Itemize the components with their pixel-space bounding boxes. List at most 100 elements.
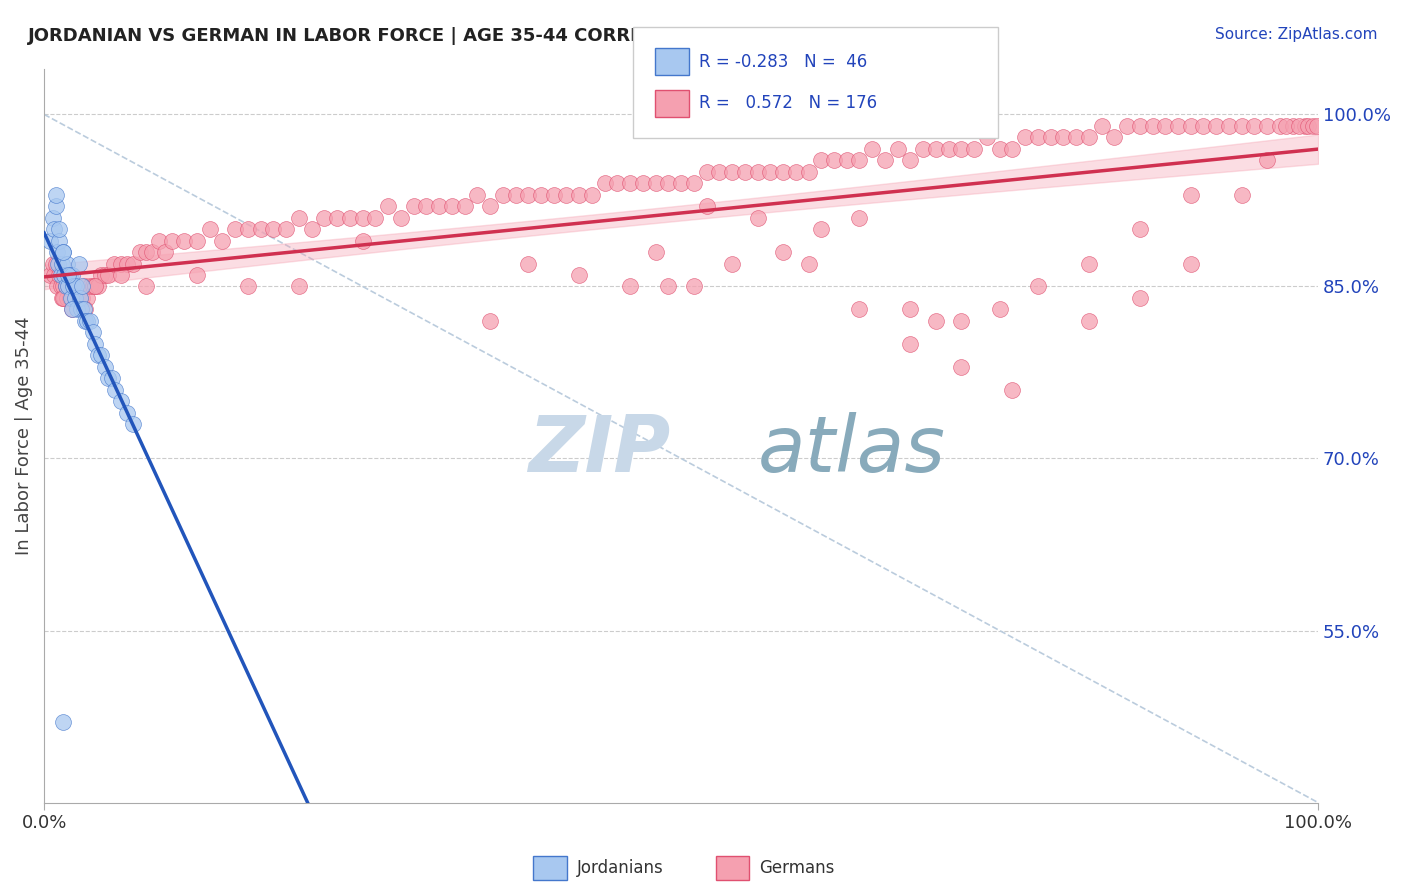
Point bbox=[51, 291, 73, 305]
Point bbox=[1275, 119, 1298, 133]
Point bbox=[104, 383, 127, 397]
Point bbox=[1001, 142, 1024, 156]
Point bbox=[236, 279, 259, 293]
Point bbox=[1256, 153, 1278, 168]
Point bbox=[669, 176, 692, 190]
Point bbox=[58, 268, 80, 282]
Point bbox=[848, 302, 870, 317]
Point bbox=[1064, 130, 1087, 145]
Point bbox=[69, 291, 91, 305]
Text: R =   0.572   N = 176: R = 0.572 N = 176 bbox=[699, 95, 877, 112]
Point bbox=[59, 291, 82, 305]
Point bbox=[772, 165, 794, 179]
Point bbox=[479, 199, 502, 213]
Point bbox=[52, 279, 75, 293]
Point bbox=[543, 187, 565, 202]
Point bbox=[1167, 119, 1189, 133]
Point bbox=[631, 176, 654, 190]
Point bbox=[160, 234, 183, 248]
Point bbox=[810, 222, 832, 236]
Point bbox=[73, 279, 96, 293]
Point bbox=[39, 234, 62, 248]
Point bbox=[44, 268, 66, 282]
Point bbox=[1039, 130, 1062, 145]
Point bbox=[1026, 130, 1049, 145]
Point bbox=[402, 199, 425, 213]
Point bbox=[70, 302, 93, 317]
Point bbox=[86, 348, 108, 362]
Point bbox=[1026, 279, 1049, 293]
Point bbox=[835, 153, 858, 168]
Point bbox=[772, 245, 794, 260]
Point bbox=[709, 165, 731, 179]
Point bbox=[950, 142, 973, 156]
Point bbox=[606, 176, 628, 190]
Point bbox=[198, 222, 221, 236]
Point bbox=[67, 256, 90, 270]
Point bbox=[1288, 119, 1310, 133]
Point bbox=[110, 256, 132, 270]
Point bbox=[82, 279, 104, 293]
Point bbox=[453, 199, 475, 213]
Point bbox=[530, 187, 553, 202]
Point bbox=[52, 245, 75, 260]
Point bbox=[886, 142, 908, 156]
Point bbox=[683, 176, 706, 190]
Point bbox=[115, 406, 138, 420]
Point bbox=[69, 291, 91, 305]
Point bbox=[950, 314, 973, 328]
Point bbox=[1256, 119, 1278, 133]
Point bbox=[48, 268, 70, 282]
Point bbox=[593, 176, 616, 190]
Point bbox=[352, 211, 374, 225]
Point bbox=[49, 268, 72, 282]
Point bbox=[1205, 119, 1227, 133]
Point bbox=[60, 302, 83, 317]
Point bbox=[60, 302, 83, 317]
Point bbox=[82, 326, 104, 340]
Point bbox=[1180, 119, 1202, 133]
Point bbox=[288, 211, 311, 225]
Point bbox=[84, 279, 107, 293]
Point bbox=[84, 279, 107, 293]
Point bbox=[45, 256, 67, 270]
Point bbox=[810, 153, 832, 168]
Point bbox=[1230, 187, 1253, 202]
Point bbox=[73, 314, 96, 328]
Text: atlas: atlas bbox=[758, 412, 945, 488]
Point bbox=[141, 245, 163, 260]
Point bbox=[52, 715, 75, 730]
Point bbox=[1302, 119, 1324, 133]
Point bbox=[364, 211, 387, 225]
Point bbox=[1306, 119, 1329, 133]
Point bbox=[301, 222, 323, 236]
Point bbox=[1296, 119, 1319, 133]
Point bbox=[1180, 187, 1202, 202]
Point bbox=[988, 142, 1011, 156]
Point bbox=[173, 234, 195, 248]
Point bbox=[51, 256, 73, 270]
Point bbox=[76, 291, 98, 305]
Point bbox=[63, 291, 86, 305]
Point bbox=[683, 279, 706, 293]
Point bbox=[1243, 119, 1265, 133]
Point bbox=[186, 234, 208, 248]
Point bbox=[1281, 119, 1303, 133]
Point bbox=[94, 359, 117, 374]
Point bbox=[276, 222, 298, 236]
Point bbox=[42, 256, 65, 270]
Point bbox=[79, 314, 101, 328]
Point bbox=[988, 302, 1011, 317]
Point bbox=[58, 279, 80, 293]
Point bbox=[900, 302, 922, 317]
Point bbox=[747, 165, 769, 179]
Point bbox=[45, 187, 67, 202]
Point bbox=[1129, 291, 1152, 305]
Point bbox=[44, 222, 66, 236]
Point bbox=[60, 291, 83, 305]
Point bbox=[900, 336, 922, 351]
Point bbox=[60, 268, 83, 282]
Point bbox=[1077, 130, 1099, 145]
Point bbox=[58, 279, 80, 293]
Point bbox=[1090, 119, 1112, 133]
